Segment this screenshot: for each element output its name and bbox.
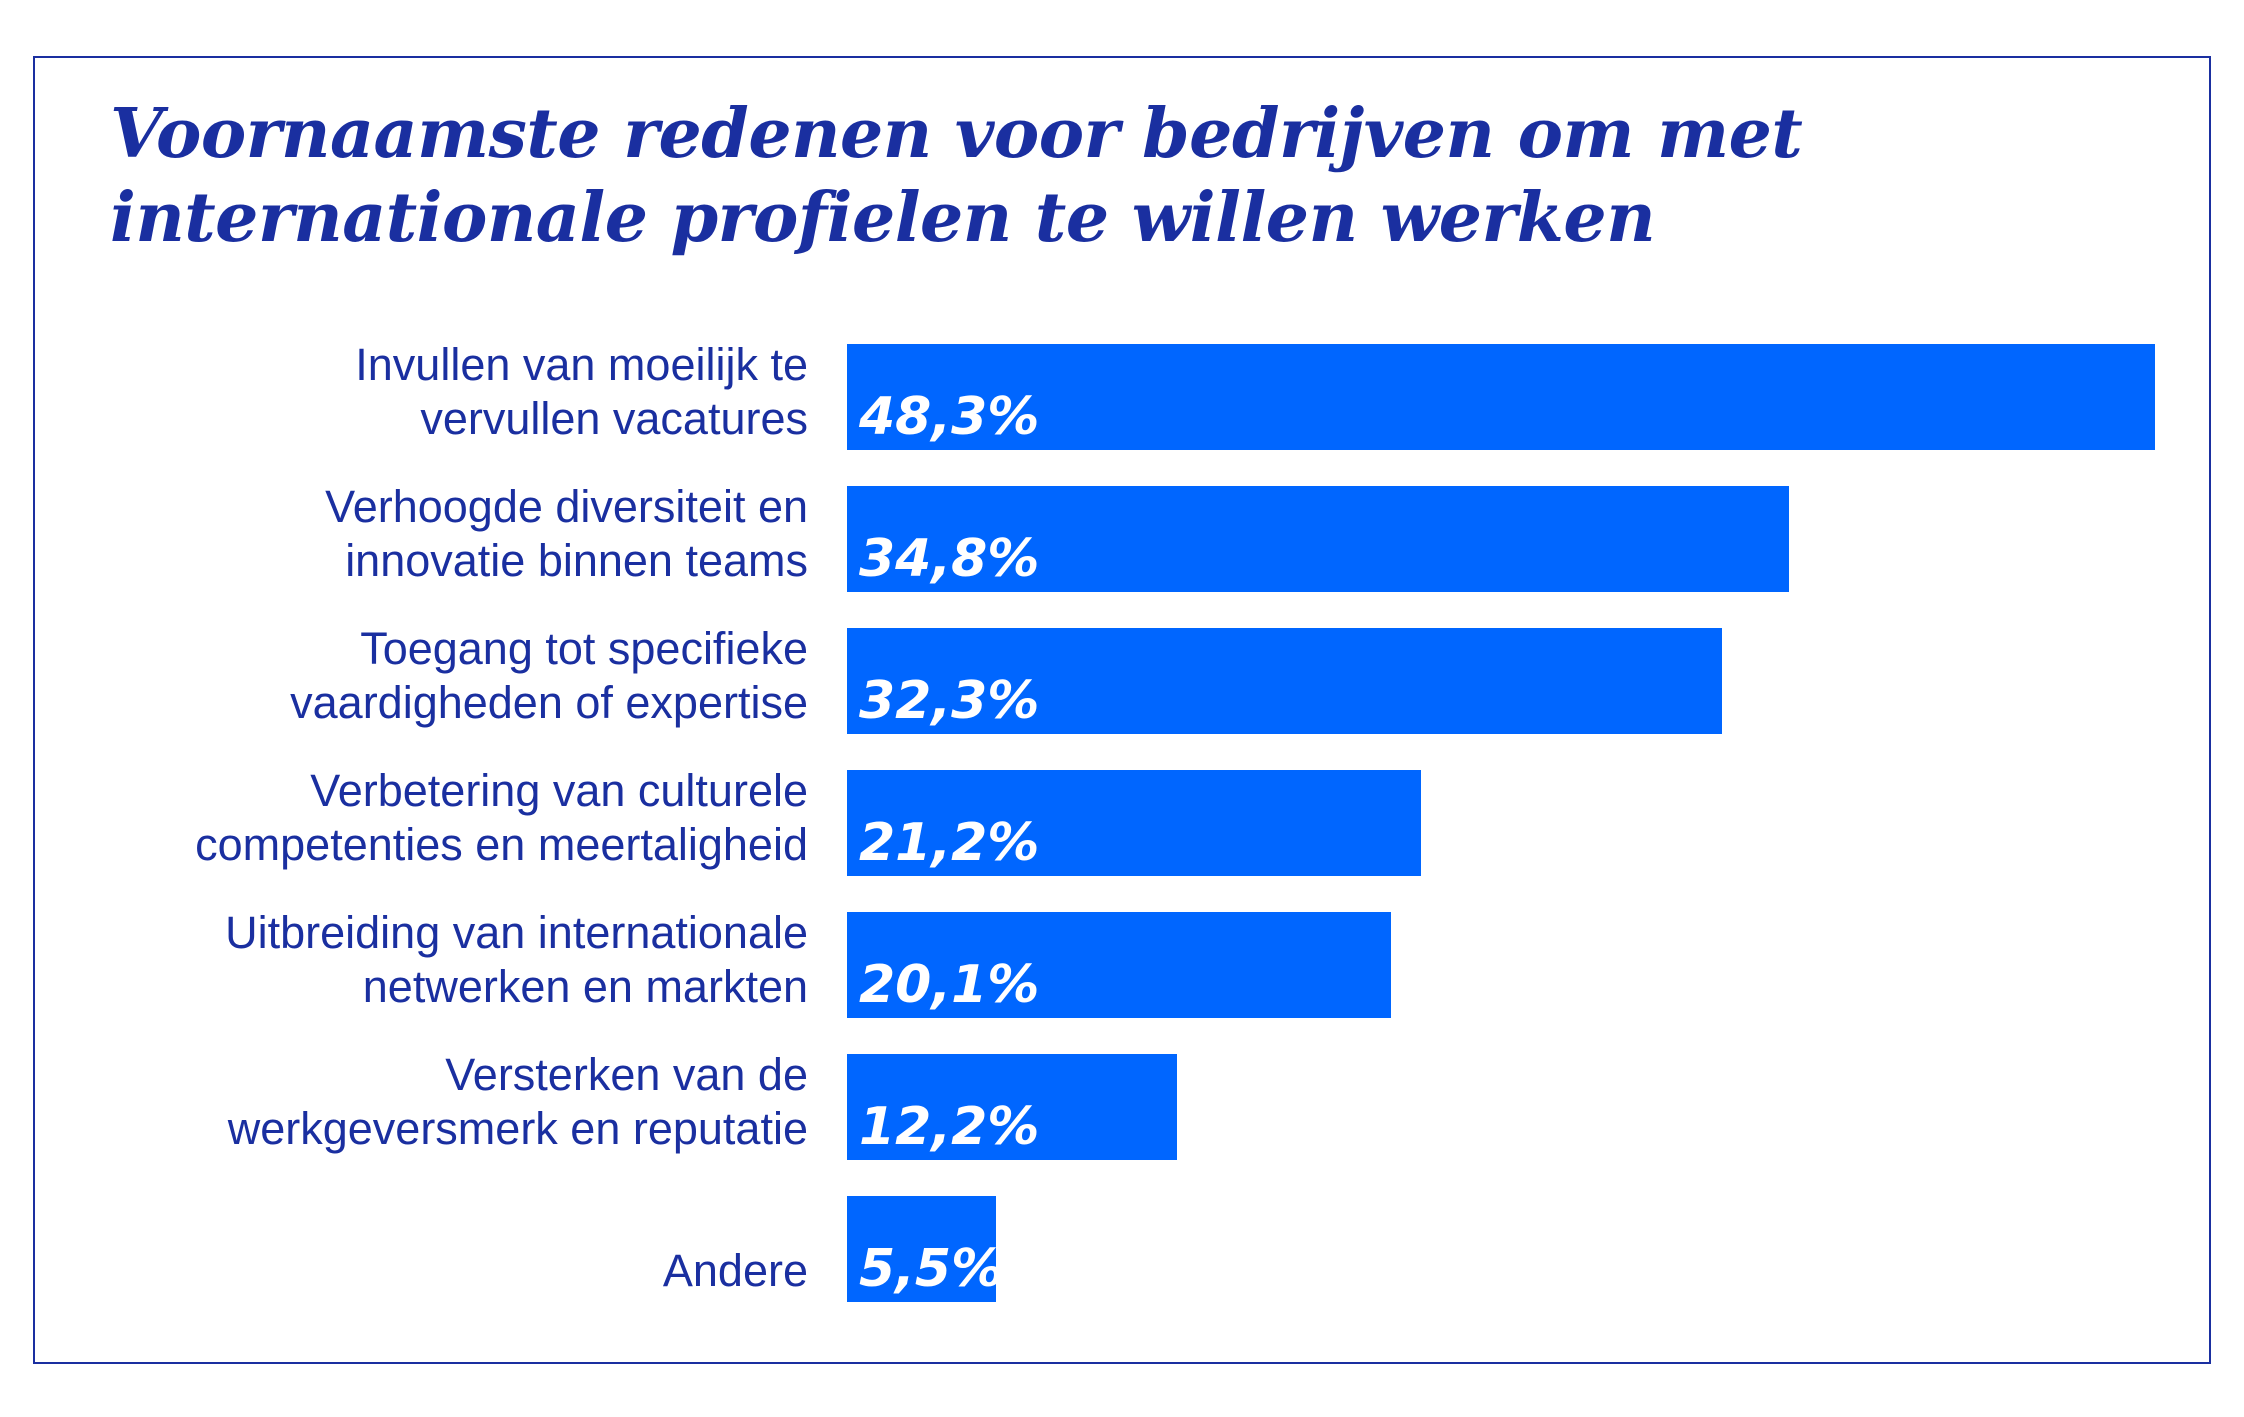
bar-3 bbox=[847, 628, 1722, 734]
chart-title-line-1: Voornaamste redenen voor bedrijven om me… bbox=[110, 94, 1803, 174]
value-label-2: 34,8% bbox=[859, 529, 1039, 589]
value-label-3: 32,3% bbox=[859, 671, 1039, 731]
category-label-5-line-1: Uitbreiding van internationale bbox=[225, 907, 808, 958]
category-label-6-line-1: Versterken van de bbox=[445, 1049, 808, 1100]
category-label-3-line-1: Toegang tot specifieke bbox=[360, 623, 808, 674]
category-label-5-line-2: netwerken en markten bbox=[363, 961, 808, 1012]
chart-frame bbox=[33, 56, 2211, 1364]
bar-7 bbox=[847, 1196, 996, 1302]
category-label-2-line-2: innovatie binnen teams bbox=[345, 535, 808, 586]
category-label-7-line-1: Andere bbox=[663, 1245, 808, 1296]
category-label-6-line-2: werkgeversmerk en reputatie bbox=[227, 1103, 808, 1154]
category-label-3-line-2: vaardigheden of expertise bbox=[290, 677, 808, 728]
category-label-4-line-2: competenties en meertaligheid bbox=[195, 819, 808, 870]
category-label-1-line-2: vervullen vacatures bbox=[420, 393, 808, 444]
value-label-7: 5,5% bbox=[859, 1239, 1003, 1299]
value-label-4: 21,2% bbox=[859, 813, 1039, 873]
value-label-6: 12,2% bbox=[859, 1097, 1039, 1157]
value-label-5: 20,1% bbox=[859, 955, 1039, 1015]
category-label-2-line-1: Verhoogde diversiteit en bbox=[325, 481, 808, 532]
bar-1 bbox=[847, 344, 2155, 450]
category-label-4-line-1: Verbetering van culturele bbox=[310, 765, 808, 816]
chart-title-line-2: internationale profielen te willen werke… bbox=[110, 178, 1656, 258]
chart-title: Voornaamste redenen voor bedrijven om me… bbox=[110, 92, 2110, 260]
category-label-1-line-1: Invullen van moeilijk te bbox=[355, 339, 808, 390]
bar-2 bbox=[847, 486, 1789, 592]
bar-4 bbox=[847, 770, 1421, 876]
bar-5 bbox=[847, 912, 1391, 1018]
value-label-1: 48,3% bbox=[858, 387, 1039, 447]
bar-6 bbox=[847, 1054, 1177, 1160]
